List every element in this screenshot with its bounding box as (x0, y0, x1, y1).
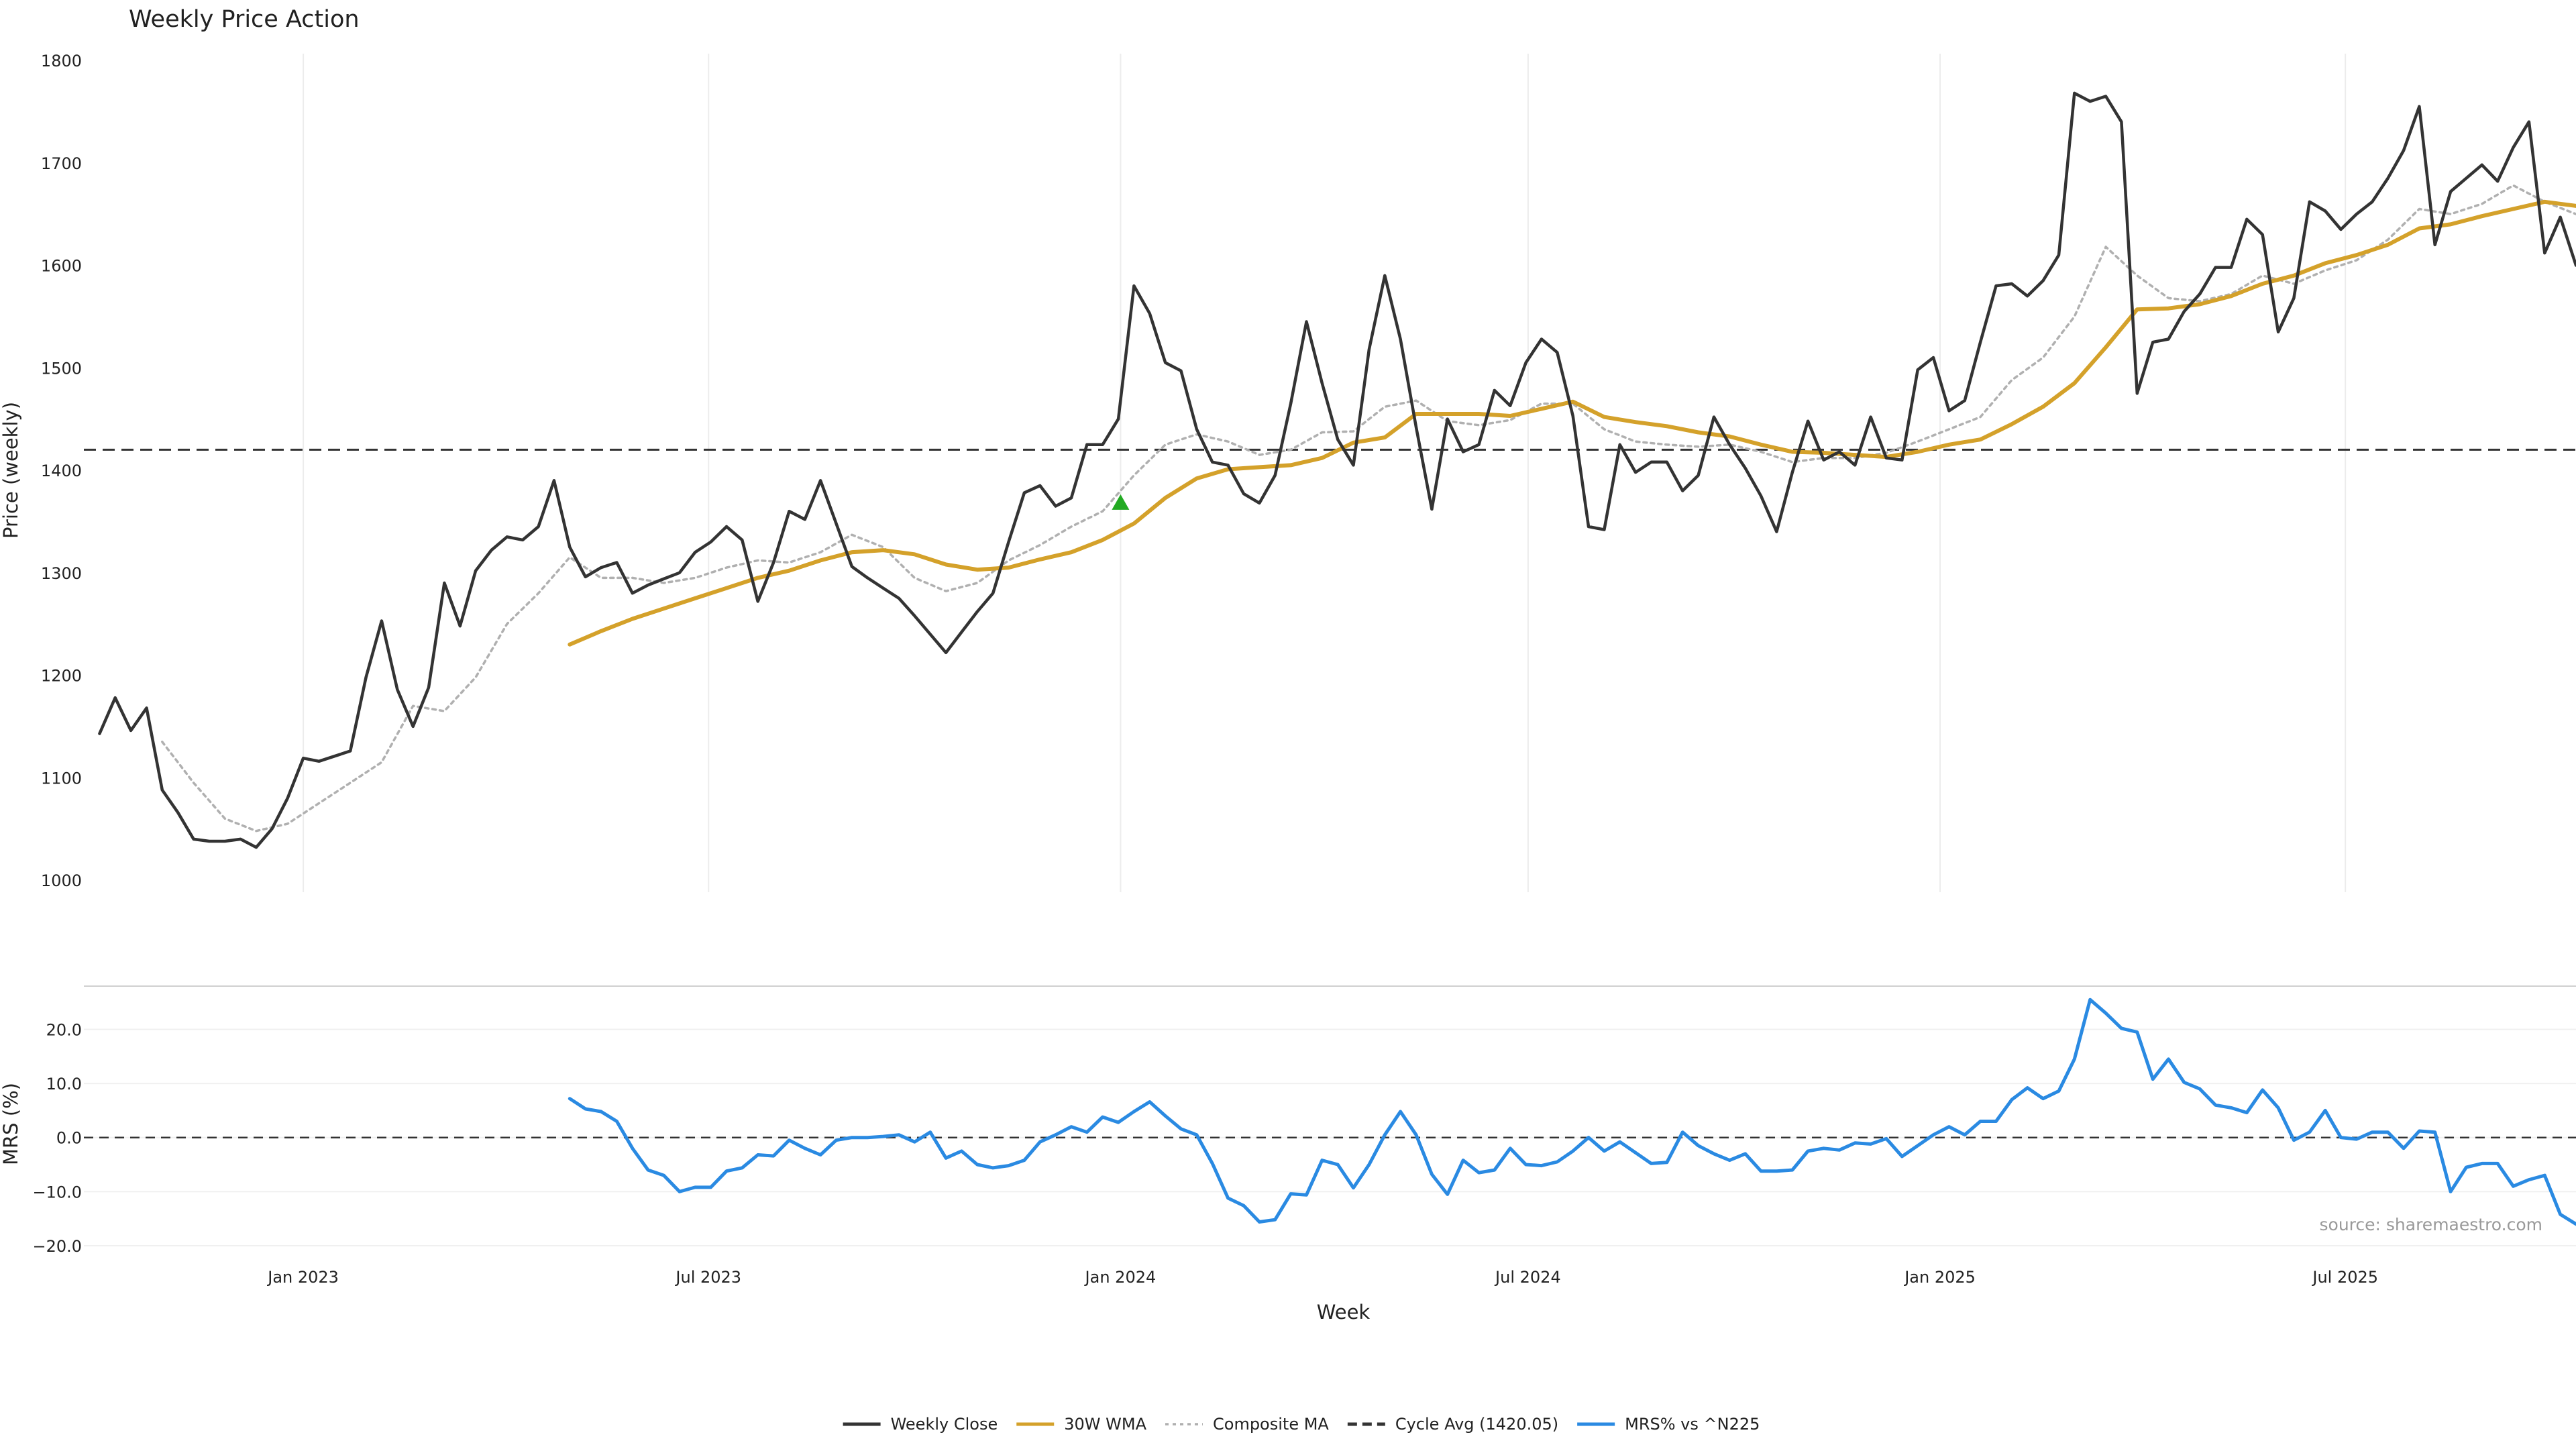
price-y-axis-label: Price (weekly) (0, 402, 22, 539)
price-y-tick-label: 1100 (41, 769, 82, 788)
mrs-y-tick-label: −10.0 (32, 1183, 82, 1201)
mrs-line (568, 998, 2576, 1226)
legend-label: Weekly Close (891, 1415, 998, 1434)
x-tick-label: Jan 2025 (1903, 1268, 1976, 1287)
legend-label: 30W WMA (1064, 1415, 1146, 1434)
buy-signal-marker (1112, 494, 1130, 510)
price-y-tick-label: 1400 (41, 462, 82, 480)
price-y-tick-label: 1800 (41, 52, 82, 70)
price-y-tick-label: 1700 (41, 154, 82, 173)
x-tick-label: Jul 2025 (2311, 1268, 2378, 1287)
mrs-panel: −20.0 −10.0 0.0 10.0 20.0 MRS (%) Jan 2023 Jul … (0, 985, 2576, 1324)
x-axis-label: Week (1317, 1301, 1371, 1324)
price-y-tick-label: 1600 (41, 257, 82, 276)
weekly-close-line (98, 91, 2576, 849)
mrs-y-tick-label: 10.0 (46, 1075, 82, 1093)
mrs-y-axis-label: MRS (%) (0, 1083, 22, 1165)
wma-30w-line (568, 199, 2576, 647)
price-y-tick-label: 1300 (41, 564, 82, 583)
x-tick-label: Jan 2024 (1084, 1268, 1157, 1287)
legend-label: MRS% vs ^N225 (1625, 1415, 1760, 1434)
x-tick-label: Jul 2024 (1494, 1268, 1561, 1287)
composite-ma-line (161, 184, 2576, 833)
source-watermark: source: sharemaestro.com (2320, 1215, 2543, 1234)
x-tick-label: Jul 2023 (674, 1268, 741, 1287)
legend-label: Cycle Avg (1420.05) (1395, 1415, 1558, 1434)
mrs-y-tick-label: 0.0 (56, 1129, 82, 1148)
legend-label: Composite MA (1213, 1415, 1329, 1434)
price-y-tick-label: 1500 (41, 359, 82, 378)
legend: Weekly Close 30W WMA Composite MA Cycle Avg… (843, 1415, 1760, 1434)
mrs-y-tick-label: 20.0 (46, 1020, 82, 1039)
mrs-y-tick-label: −20.0 (32, 1237, 82, 1256)
x-tick-label: Jan 2023 (266, 1268, 339, 1287)
price-y-tick-label: 1000 (41, 871, 82, 890)
price-panel: Weekly Price Action 1000 1100 1200 1300 1400 1… (0, 6, 2576, 892)
chart-title: Weekly Price Action (129, 6, 360, 33)
price-y-tick-label: 1200 (41, 667, 82, 686)
